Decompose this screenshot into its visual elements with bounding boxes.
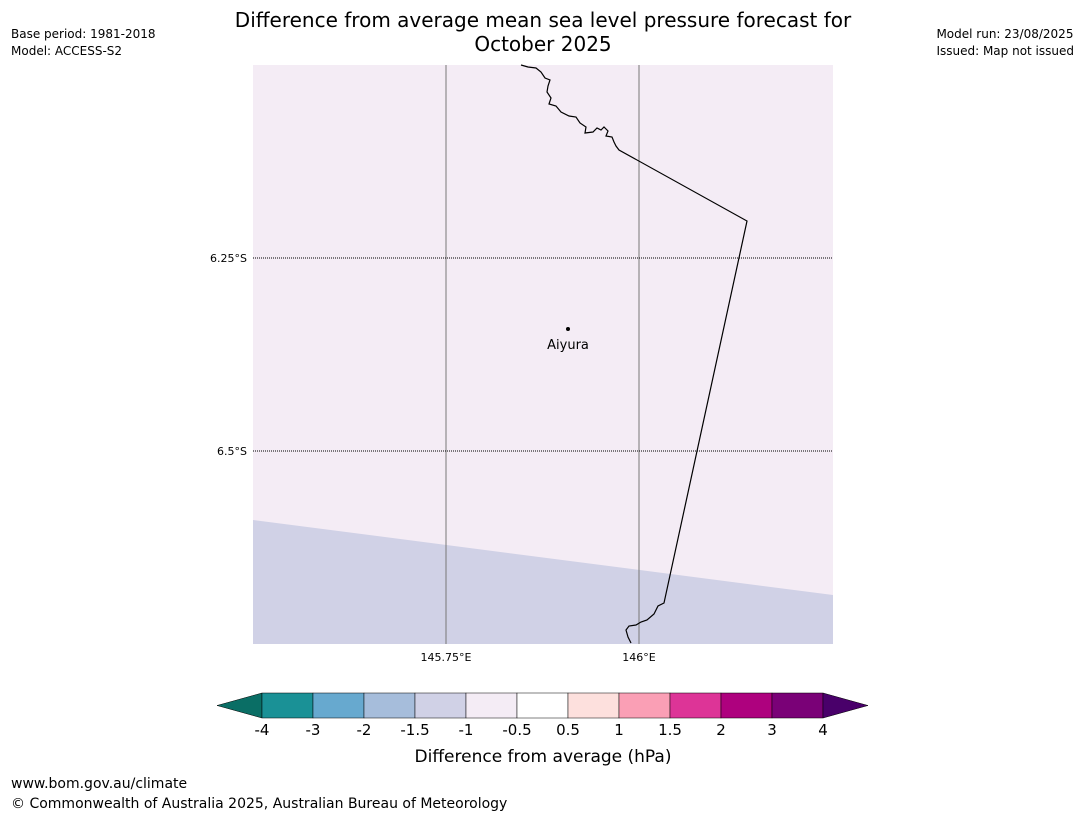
aiyura-label: Aiyura	[547, 338, 589, 353]
colorbar-segment	[516, 692, 569, 719]
colorbar-segment	[618, 692, 671, 719]
colorbar-tick-label: -1.5	[400, 721, 429, 739]
colorbar-segment	[414, 692, 467, 719]
colorbar-tick-label: 3	[767, 721, 777, 739]
colorbar-under-arrow	[216, 692, 263, 719]
colorbar-segment	[567, 692, 620, 719]
colorbar-segment	[312, 692, 365, 719]
lat-label-6-25: 6.25°S	[210, 252, 247, 265]
colorbar-segment	[771, 692, 824, 719]
colorbar-tick-label: 1	[614, 721, 624, 739]
lower-class-fill	[253, 520, 833, 644]
lon-label-145-75: 145.75°E	[421, 651, 472, 664]
colorbar-tick-label: -0.5	[502, 721, 531, 739]
colorbar-segment	[363, 692, 416, 719]
colorbar-label: Difference from average (hPa)	[415, 747, 672, 767]
colorbar-over-arrow	[822, 692, 869, 719]
footer: www.bom.gov.au/climate © Commonwealth of…	[11, 774, 507, 814]
model-run-text: Model run: 23/08/2025	[936, 27, 1074, 41]
issued-text: Issued: Map not issued	[936, 44, 1074, 58]
lon-label-146: 146°E	[622, 651, 655, 664]
lat-label-6-5: 6.5°S	[217, 445, 247, 458]
website-link[interactable]: www.bom.gov.au/climate	[11, 776, 188, 792]
coastline-border	[520, 64, 748, 644]
colorbar-tick-label: -4	[255, 721, 270, 739]
metadata-right: Model run: 23/08/2025 Issued: Map not is…	[936, 26, 1074, 60]
copyright-text: © Commonwealth of Australia 2025, Austra…	[11, 796, 508, 812]
map-title: Difference from average mean sea level p…	[234, 8, 852, 56]
colorbar-segment	[261, 692, 314, 719]
colorbar-tick-label: 1.5	[658, 721, 682, 739]
colorbar-tick-label: -1	[459, 721, 474, 739]
colorbar-tick-label: 4	[818, 721, 828, 739]
map: Aiyura 6.25°S 6.5°S 145.75°E 146°E	[210, 64, 833, 664]
colorbar-tick-label: -3	[306, 721, 321, 739]
colorbar-tick-label: 0.5	[556, 721, 580, 739]
colorbar-segment	[669, 692, 722, 719]
colorbar-tick-label: 2	[716, 721, 726, 739]
colorbar-tick-label: -2	[357, 721, 372, 739]
colorbar-segment	[720, 692, 773, 719]
base-period-text: Base period: 1981-2018	[11, 27, 156, 41]
aiyura-marker	[566, 327, 570, 331]
metadata-left: Base period: 1981-2018 Model: ACCESS-S2	[11, 26, 156, 60]
colorbar-segment	[465, 692, 518, 719]
model-text: Model: ACCESS-S2	[11, 44, 123, 58]
